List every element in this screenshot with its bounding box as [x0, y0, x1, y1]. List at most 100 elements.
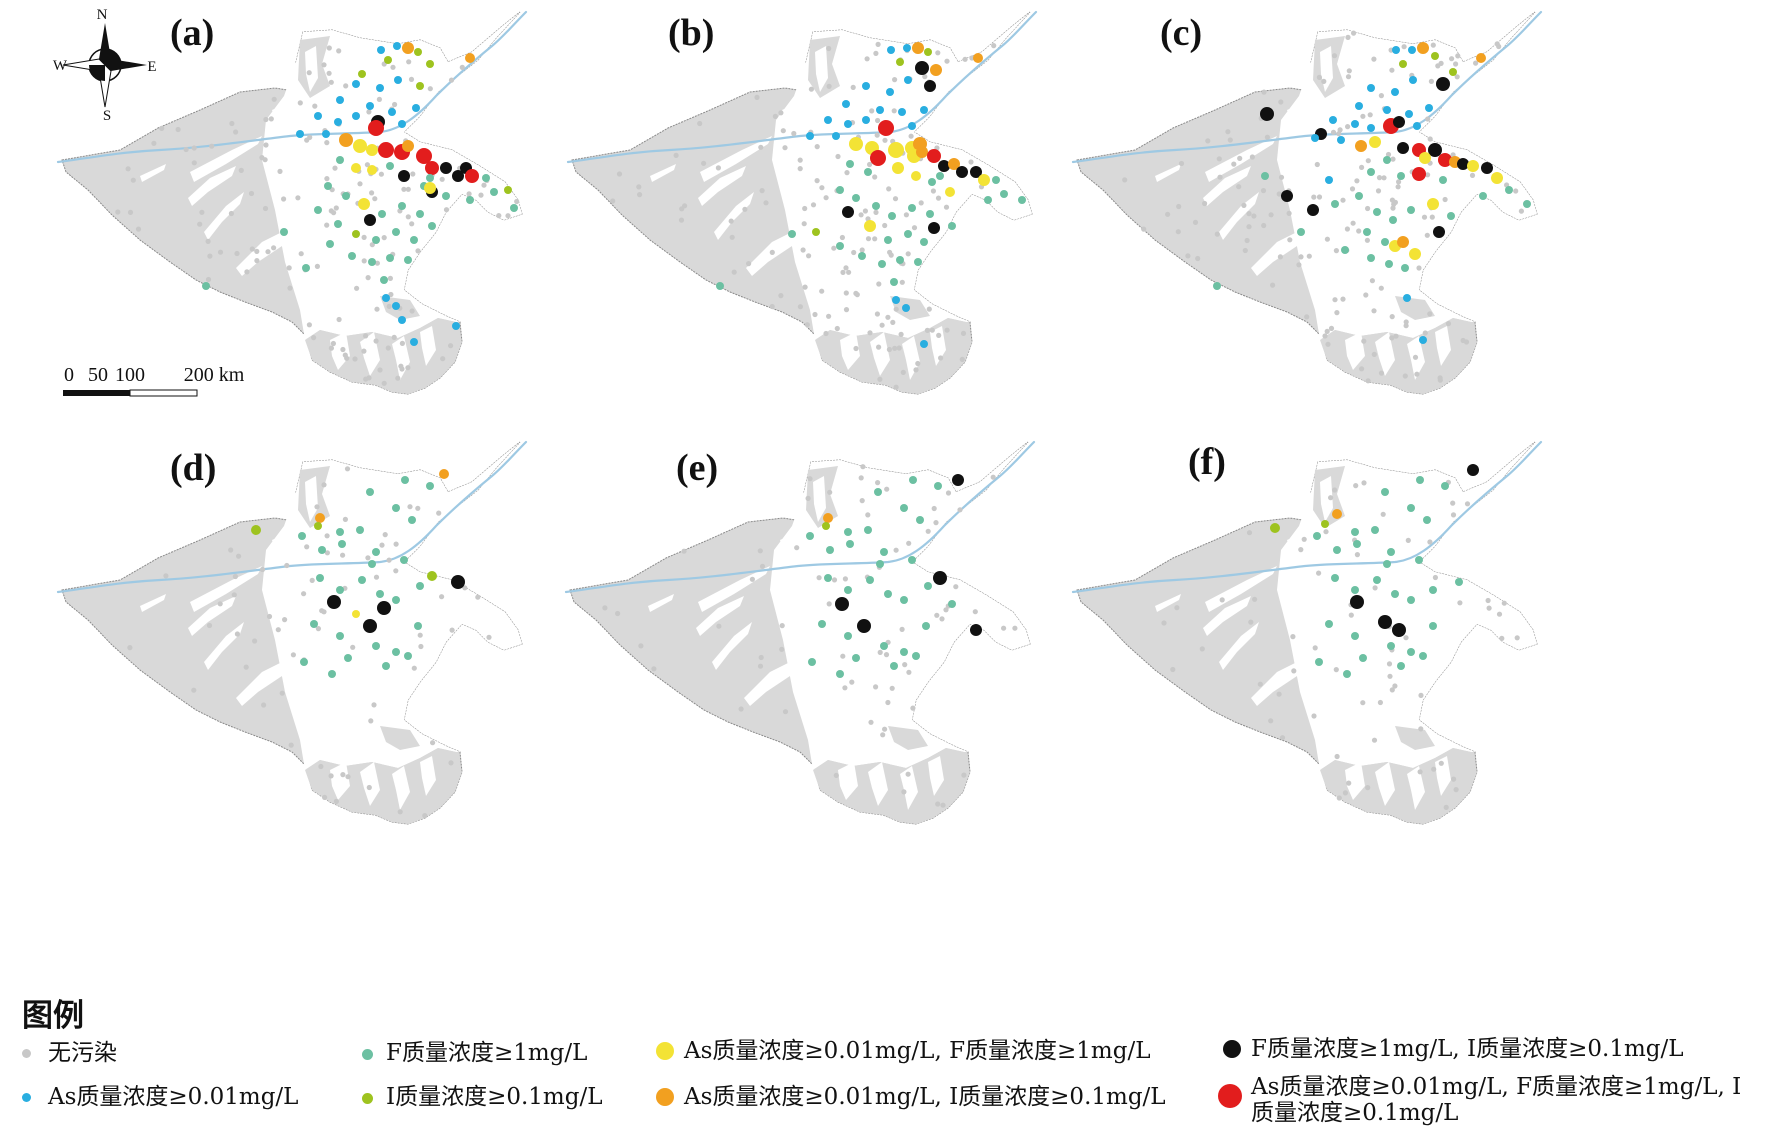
- station-none: [805, 495, 811, 501]
- maps-figure: (a) (b) (c) (d) (e) (f) N S W E 0 50 100 200 km: [53, 7, 1543, 825]
- station-none: [888, 252, 894, 258]
- station-none: [1311, 194, 1317, 200]
- station-none: [344, 466, 351, 472]
- map-panel-d: [56, 440, 528, 825]
- station-none: [1202, 200, 1208, 207]
- station-none: [1252, 596, 1258, 602]
- station-as: [1419, 336, 1427, 344]
- station-f: [826, 546, 834, 554]
- station-f: [874, 488, 882, 496]
- station-f: [1313, 532, 1321, 540]
- legend-symbol-f-i: [1223, 1040, 1241, 1058]
- station-none: [1421, 214, 1428, 220]
- station-none: [876, 344, 882, 350]
- station-none: [930, 188, 936, 194]
- station-f: [1429, 622, 1437, 630]
- station-as: [398, 120, 406, 128]
- station-as: [334, 118, 342, 126]
- station-none: [944, 58, 950, 64]
- station-none: [1428, 78, 1434, 84]
- station-none: [772, 113, 778, 119]
- station-as-f: [367, 165, 377, 175]
- panel-label-e: (e): [676, 447, 718, 489]
- station-none: [1365, 378, 1371, 384]
- station-none: [1175, 229, 1181, 235]
- station-as: [412, 104, 420, 112]
- scale-tick-label: 0: [64, 364, 74, 386]
- station-none: [1244, 237, 1250, 244]
- station-none: [678, 217, 685, 223]
- station-none: [1261, 89, 1267, 95]
- station-f: [490, 188, 498, 196]
- station-none: [1248, 619, 1254, 625]
- station-none: [1513, 188, 1519, 194]
- station-none: [1012, 625, 1018, 631]
- station-none: [1367, 112, 1373, 118]
- station-none: [386, 557, 392, 563]
- station-none: [827, 489, 833, 495]
- station-none: [262, 205, 269, 212]
- station-as-f: [1467, 160, 1479, 172]
- station-none: [679, 206, 685, 212]
- valley-shape: [1435, 756, 1451, 796]
- station-none: [812, 311, 818, 318]
- station-i: [416, 82, 424, 90]
- station-none: [1393, 333, 1399, 339]
- station-f: [392, 228, 400, 236]
- station-f-i: [398, 170, 410, 182]
- station-none: [405, 214, 411, 220]
- panel-label-c: (c): [1160, 12, 1202, 54]
- station-none: [365, 555, 371, 561]
- legend-label-f-i: F质量浓度≥1mg/L, I质量浓度≥0.1mg/L: [1251, 1036, 1684, 1062]
- station-f: [1351, 632, 1359, 640]
- station-none: [1378, 285, 1384, 291]
- station-f: [844, 528, 852, 536]
- station-none: [191, 145, 197, 151]
- station-none: [757, 548, 763, 554]
- station-f: [202, 282, 210, 290]
- station-none: [806, 253, 812, 259]
- station-none: [990, 474, 996, 480]
- station-none: [1518, 208, 1524, 214]
- station-f-i: [440, 162, 452, 174]
- station-f-i: [928, 222, 940, 234]
- station-f-i: [970, 624, 982, 636]
- station-none: [411, 665, 417, 671]
- station-none: [1325, 341, 1331, 347]
- station-none: [1443, 804, 1449, 810]
- station-i: [1449, 68, 1457, 76]
- station-f: [466, 196, 474, 204]
- station-none: [1425, 116, 1431, 122]
- valley-shape: [870, 332, 890, 376]
- station-none: [864, 56, 870, 62]
- station-none: [804, 322, 810, 328]
- station-none: [1371, 56, 1377, 62]
- station-f-i: [952, 474, 964, 486]
- station-none: [1365, 158, 1371, 164]
- station-none: [1340, 197, 1346, 203]
- station-as-i: [948, 158, 960, 170]
- station-none: [791, 130, 797, 137]
- station-f: [1351, 528, 1359, 536]
- station-none: [886, 346, 892, 353]
- station-none: [1392, 683, 1398, 689]
- station-none: [1375, 188, 1382, 194]
- scale-tick-label: 50: [88, 364, 108, 386]
- valley-shape: [840, 332, 860, 370]
- station-as: [842, 100, 850, 108]
- station-none: [1306, 253, 1312, 259]
- station-f: [336, 632, 344, 640]
- station-none: [874, 132, 880, 138]
- station-f: [924, 582, 932, 590]
- legend-label-none: 无污染: [48, 1040, 117, 1066]
- station-as: [352, 112, 360, 120]
- station-none: [673, 152, 679, 158]
- scale-tick-label: 200 km: [184, 364, 245, 386]
- station-none: [1417, 769, 1423, 775]
- station-none: [440, 356, 446, 362]
- station-f-i: [956, 166, 968, 178]
- station-none: [1331, 53, 1338, 59]
- map-panel-a: [56, 10, 528, 395]
- station-none: [392, 101, 398, 108]
- station-f: [896, 256, 904, 264]
